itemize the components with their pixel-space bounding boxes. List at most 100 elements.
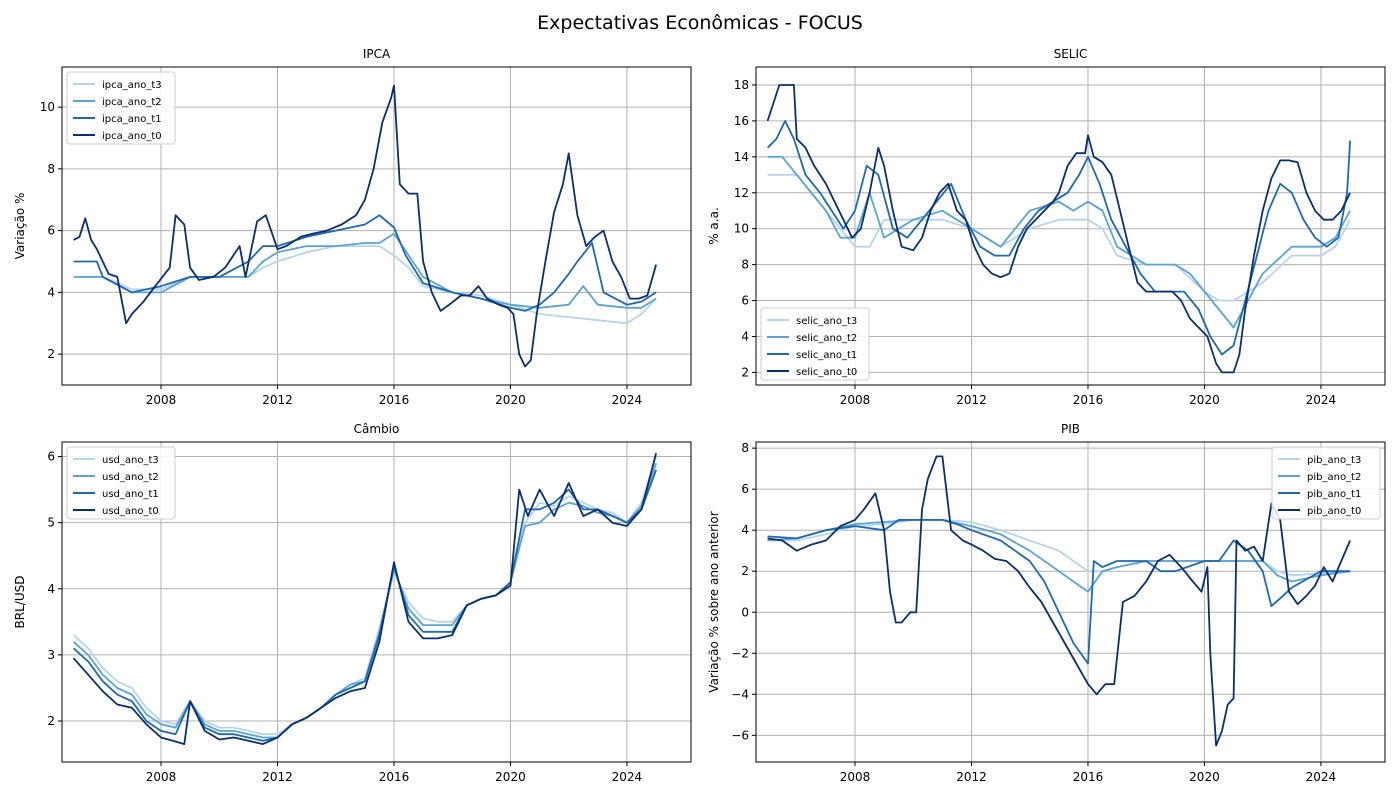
legend: usd_ano_t3 usd_ano_t2 usd_ano_t1 usd_ano_t0 — [66, 446, 176, 520]
x-tick-label: 2016 — [1073, 393, 1104, 407]
axes-frame — [61, 441, 692, 763]
x-tick-label: 2012 — [262, 393, 293, 407]
legend-box — [1271, 446, 1381, 520]
series-line-usd_ano_t0 — [72, 452, 657, 745]
legend-label: ipca_ano_t2 — [102, 97, 162, 108]
legend: selic_ano_t3 selic_ano_t2 selic_ano_t1seli… — [760, 307, 870, 381]
y-tick-label: 2 — [47, 714, 55, 728]
series-line-pib_ano_t1 — [767, 519, 1351, 665]
x-tick-label: 2020 — [495, 393, 526, 407]
y-tick-label: 8 — [47, 162, 55, 176]
x-tick-label: 2024 — [1306, 770, 1337, 784]
legend-label: usd_ano_t0 — [102, 506, 159, 517]
y-tick-label: 8 — [741, 258, 749, 272]
legend-label: selic_ano_t1 — [796, 350, 857, 361]
y-tick-label: 4 — [741, 523, 749, 537]
y-axis-label: Variação % sobre ano anterior — [707, 511, 721, 692]
x-tick-label: 2008 — [840, 770, 871, 784]
axes-frame — [61, 66, 692, 386]
panel-title: Câmbio — [354, 422, 400, 436]
y-tick-label: 4 — [47, 285, 55, 299]
series-line-pib_ano_t2 — [767, 519, 1351, 593]
figure-title: Expectativas Econômicas - FOCUS — [537, 12, 863, 34]
series-group — [766, 84, 1351, 374]
series-line-ipca_ano_t1 — [73, 214, 657, 312]
panel-title: PIB — [1061, 422, 1080, 436]
series-line-selic_ano_t0 — [766, 84, 1351, 374]
legend-box — [66, 446, 176, 520]
legend-label: selic_ano_t3 — [796, 316, 857, 327]
y-tick-label: 12 — [734, 186, 749, 200]
y-tick-label: 2 — [47, 347, 55, 361]
x-tick-label: 2012 — [262, 770, 293, 784]
y-tick-label: 5 — [47, 516, 55, 530]
x-tick-label: 2008 — [146, 770, 177, 784]
y-tick-label: 18 — [734, 78, 749, 92]
x-tick-label: 2024 — [1306, 393, 1337, 407]
y-tick-label: −6 — [731, 728, 749, 742]
x-tick-label: 2012 — [956, 770, 987, 784]
axes-frame — [755, 441, 1386, 763]
panel-title: SELIC — [1054, 47, 1088, 61]
series-line-usd_ano_t1 — [72, 469, 657, 742]
axes-frame — [755, 66, 1386, 386]
series-line-ipca_ano_t0 — [73, 84, 657, 368]
x-tick-label: 2016 — [379, 393, 410, 407]
legend-label: usd_ano_t1 — [102, 489, 159, 500]
y-tick-label: 4 — [47, 582, 55, 596]
y-tick-label: 2 — [741, 365, 749, 379]
y-tick-label: 3 — [47, 648, 55, 662]
y-tick-label: 16 — [734, 114, 749, 128]
x-tick-label: 2024 — [612, 393, 643, 407]
legend-box — [66, 71, 176, 145]
x-tick-label: 2020 — [495, 770, 526, 784]
legend-label: pib_ano_t0 — [1307, 506, 1361, 517]
x-tick-label: 2008 — [840, 393, 871, 407]
legend-label: usd_ano_t3 — [102, 455, 159, 466]
y-tick-label: 8 — [741, 441, 749, 455]
y-tick-label: 2 — [741, 564, 749, 578]
y-tick-label: 14 — [734, 150, 749, 164]
y-axis-label: Variação % — [13, 193, 27, 260]
y-tick-label: −2 — [731, 646, 749, 660]
legend-box — [760, 307, 870, 381]
y-tick-label: 6 — [47, 224, 55, 238]
legend-label: selic_ano_t0 — [796, 367, 857, 378]
x-tick-label: 2024 — [612, 770, 643, 784]
series-line-selic_ano_t1 — [766, 120, 1351, 356]
ipca-chart-panel: 2008 2012 2016 2020 2024 2 4 6 8 10 IPCA Variação %… — [13, 47, 692, 407]
legend-label: selic_ano_t2 — [796, 333, 857, 344]
x-tick-label: 2016 — [379, 770, 410, 784]
y-tick-label: 0 — [741, 605, 749, 619]
legend-label: pib_ano_t2 — [1307, 472, 1361, 483]
x-tick-label: 2012 — [956, 393, 987, 407]
legend-label: ipca_ano_t1 — [102, 114, 162, 125]
cambio-chart-panel: 2008 2012 2016 2020 2024 2 3 4 5 6 Câmbio BRL/USD us… — [13, 422, 692, 784]
selic-chart-panel: 2008 2012 2016 2020 2024 2 4 6 8 10 12 14 16 18 SELIC%… — [707, 47, 1386, 407]
legend-label: ipca_ano_t3 — [102, 80, 162, 91]
panel-title: IPCA — [363, 47, 391, 61]
legend: pib_ano_t3 pib_ano_t2 pib_ano_t1 pib_ano_t0 — [1271, 446, 1381, 520]
x-tick-label: 2008 — [146, 393, 177, 407]
series-group — [73, 84, 657, 368]
y-axis-label: BRL/USD — [13, 576, 27, 629]
legend-label: usd_ano_t2 — [102, 472, 159, 483]
y-tick-label: 6 — [741, 482, 749, 496]
y-tick-label: 6 — [47, 450, 55, 464]
series-line-pib_ano_t0 — [767, 455, 1351, 747]
series-line-selic_ano_t3 — [767, 173, 1351, 302]
y-tick-label: −4 — [731, 687, 749, 701]
legend-label: pib_ano_t3 — [1307, 455, 1361, 466]
y-tick-label: 4 — [741, 329, 749, 343]
y-tick-label: 10 — [734, 222, 749, 236]
y-axis-label: % a.a. — [707, 207, 721, 245]
series-group — [72, 452, 657, 745]
x-tick-label: 2020 — [1189, 770, 1220, 784]
series-group — [767, 455, 1351, 747]
x-tick-label: 2016 — [1073, 770, 1104, 784]
y-tick-label: 10 — [40, 100, 55, 114]
x-tick-label: 2020 — [1189, 393, 1220, 407]
legend-label: pib_ano_t1 — [1307, 489, 1361, 500]
pib-chart-panel: 2008 2012 2016 2020 2024 −6 −4 −2 0 2 4 6 8 PIB Variaç… — [707, 422, 1386, 784]
